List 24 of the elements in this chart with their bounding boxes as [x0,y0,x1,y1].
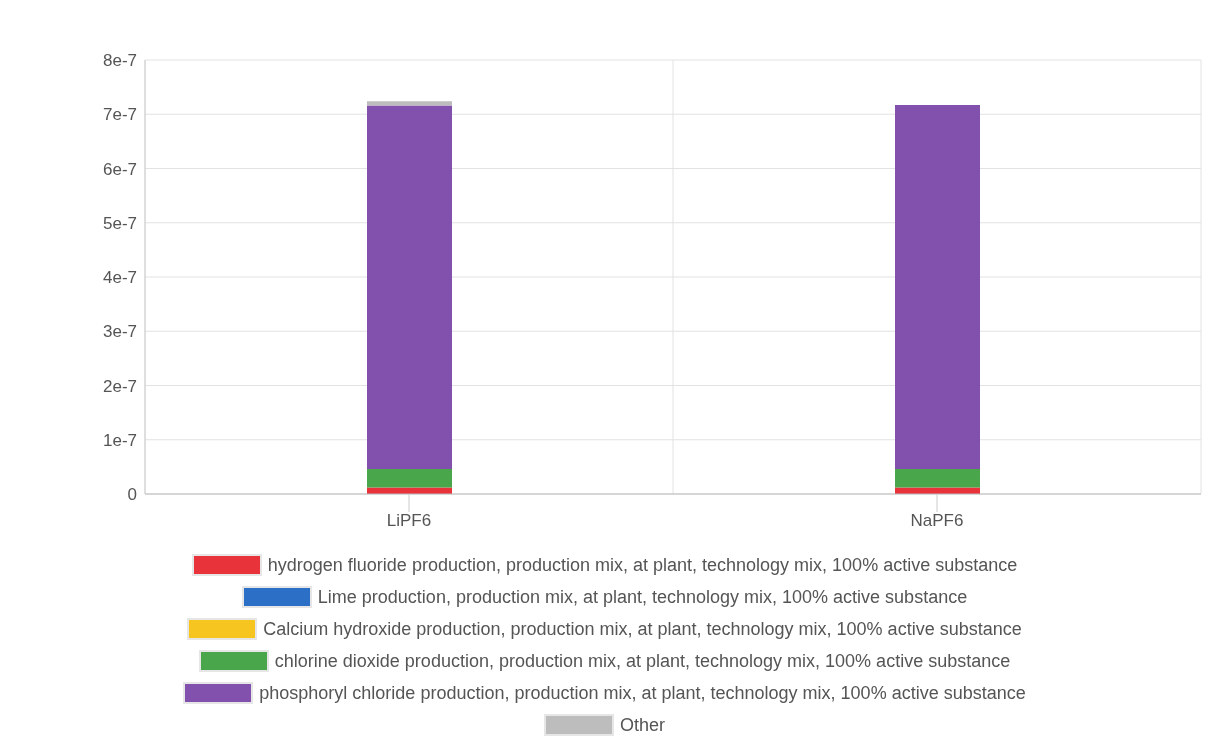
bar [895,469,980,488]
y-tick-label: 0 [127,485,137,505]
bar [895,105,980,470]
bar [895,487,980,494]
bar [367,469,452,488]
legend-label: Lime production, production mix, at plant, technology mix, 100% active substance [317,586,968,608]
y-tick-label: 3e-7 [102,322,137,342]
y-tick-label: 1e-7 [102,430,137,450]
y-tick-label: 7e-7 [102,105,137,125]
legend-label: Other [619,714,666,736]
bar [367,101,452,106]
x-tick-label: NaPF6 [910,511,964,531]
legend-label: phosphoryl chloride production, production mix, at plant, technology mix, 100% active substance [259,682,1026,704]
y-tick-label: 4e-7 [102,268,137,288]
y-tick-label: 8e-7 [102,51,137,71]
y-tick-label: 5e-7 [102,213,137,233]
y-tick-label: 2e-7 [102,376,137,396]
legend-label: Calcium hydroxide production, production mix, at plant, technology mix, 100% active substance [263,618,1022,640]
legend-label: hydrogen fluoride production, production mix, at plant, technology mix, 100% active substance [267,554,1018,576]
legend-label: chlorine dioxide production, production mix, at plant, technology mix, 100% active substance [274,650,1011,672]
bar [367,105,452,470]
x-tick-label: LiPF6 [386,511,432,531]
bar [367,487,452,494]
y-tick-label: 6e-7 [102,159,137,179]
